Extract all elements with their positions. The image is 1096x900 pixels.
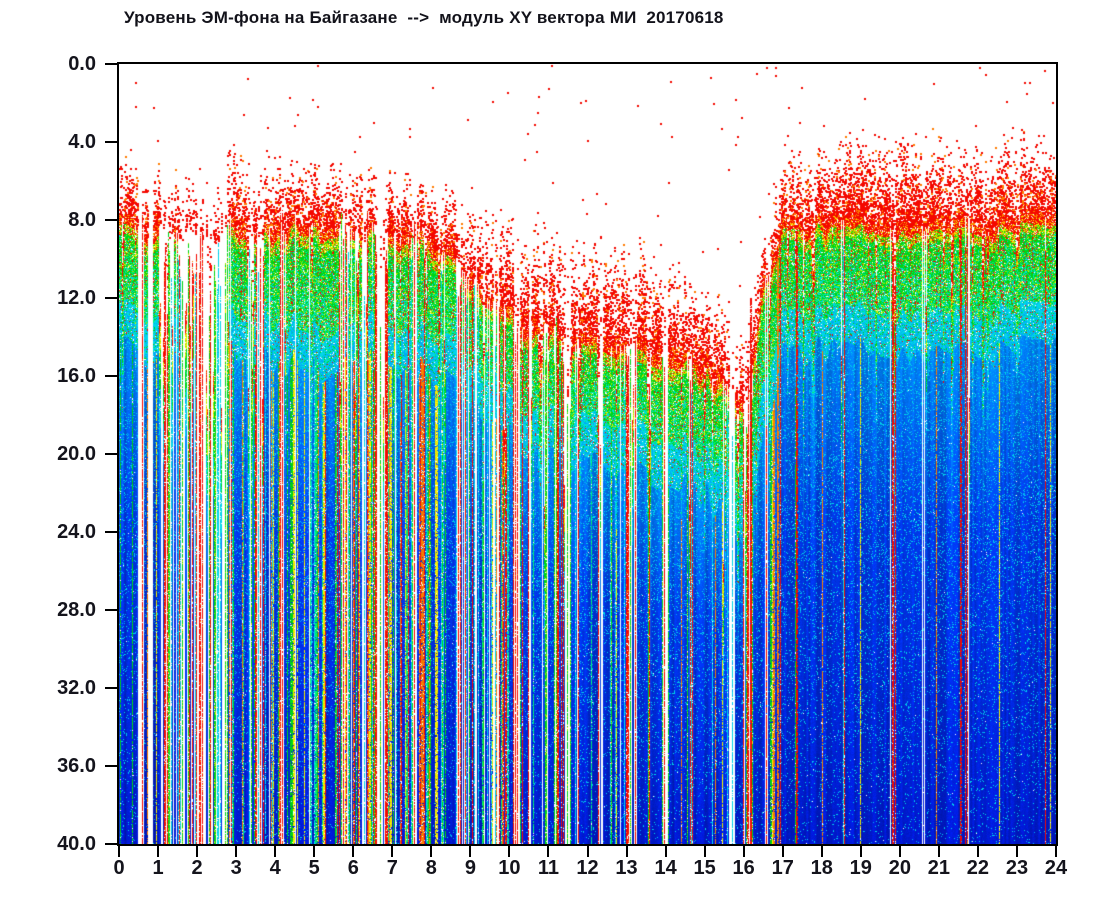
- x-axis-label: 8: [425, 857, 437, 879]
- x-axis-label: 12: [576, 857, 599, 879]
- x-axis-label: 10: [498, 857, 521, 879]
- x-axis-label: 23: [1005, 857, 1029, 879]
- chart-title: Уровень ЭМ-фона на Байгазане --> модуль …: [124, 8, 724, 27]
- x-axis-tick: [742, 846, 745, 857]
- x-axis-tick: [1015, 846, 1018, 857]
- x-axis-tick: [859, 846, 862, 857]
- y-axis-tick: [105, 297, 117, 299]
- x-axis-tick: [430, 846, 433, 857]
- x-axis-label: 20: [888, 857, 911, 879]
- y-axis-tick: [105, 531, 117, 533]
- y-axis-label: 8.0: [68, 209, 96, 231]
- x-axis-label: 4: [269, 857, 281, 879]
- x-axis-label: 16: [732, 857, 755, 879]
- y-axis-tick: [105, 687, 117, 689]
- x-axis-label: 3: [230, 857, 242, 879]
- x-axis-label: 9: [464, 857, 476, 879]
- x-axis-tick: [274, 846, 277, 857]
- x-axis-label: 6: [347, 857, 359, 879]
- y-axis-label: 0.0: [68, 53, 96, 75]
- x-axis-tick: [157, 846, 160, 857]
- x-axis-label: 14: [654, 857, 677, 879]
- x-axis-tick: [196, 846, 199, 857]
- x-axis-label: 19: [849, 857, 872, 879]
- y-axis-label: 12.0: [57, 287, 96, 309]
- x-axis-tick: [1055, 846, 1057, 857]
- x-axis-label: 21: [927, 857, 950, 879]
- x-axis-label: 15: [693, 857, 716, 879]
- y-axis-tick: [105, 63, 117, 65]
- x-axis-label: 13: [615, 857, 638, 879]
- y-axis-tick: [105, 219, 117, 221]
- y-axis-label: 24.0: [57, 521, 96, 543]
- x-axis-tick: [391, 846, 394, 857]
- y-axis-tick: [105, 843, 117, 845]
- y-axis-label: 16.0: [57, 365, 96, 387]
- x-axis-tick: [547, 846, 550, 857]
- y-axis-label: 36.0: [57, 755, 96, 777]
- y-axis-tick: [105, 375, 117, 377]
- y-axis-label: 28.0: [57, 599, 96, 621]
- y-axis-label: 32.0: [57, 677, 96, 699]
- x-axis-tick: [820, 846, 823, 857]
- x-axis-label: 18: [810, 857, 833, 879]
- x-axis-tick: [352, 846, 355, 857]
- x-axis-tick: [703, 846, 706, 857]
- y-axis-label: 20.0: [57, 443, 96, 465]
- x-axis-tick: [313, 846, 316, 857]
- x-axis-label: 1: [152, 857, 164, 879]
- x-axis-label: 22: [966, 857, 990, 879]
- x-axis-tick: [976, 846, 979, 857]
- x-axis-label: 7: [386, 857, 398, 879]
- x-axis-tick: [937, 846, 940, 857]
- x-axis-tick: [118, 846, 120, 857]
- x-axis-label: 11: [537, 857, 560, 879]
- x-axis-label: 24: [1044, 857, 1068, 879]
- x-axis-label: 2: [191, 857, 203, 879]
- x-axis-tick: [625, 846, 628, 857]
- y-axis-label: 4.0: [68, 131, 96, 153]
- x-axis-tick: [781, 846, 784, 857]
- x-axis-tick: [508, 846, 511, 857]
- y-axis-label: 40.0: [57, 833, 96, 855]
- plot-border: [117, 62, 1058, 846]
- y-axis-tick: [105, 453, 117, 455]
- x-axis-label: 0: [113, 857, 125, 879]
- spectrogram-canvas: [119, 64, 1056, 844]
- x-axis-tick: [235, 846, 238, 857]
- y-axis-tick: [105, 141, 117, 143]
- x-axis-label: 17: [771, 857, 794, 879]
- x-axis-tick: [469, 846, 472, 857]
- x-axis-tick: [664, 846, 667, 857]
- x-axis-tick: [586, 846, 589, 857]
- y-axis-tick: [105, 765, 117, 767]
- x-axis-label: 5: [308, 857, 320, 879]
- y-axis-tick: [105, 609, 117, 611]
- x-axis-tick: [898, 846, 901, 857]
